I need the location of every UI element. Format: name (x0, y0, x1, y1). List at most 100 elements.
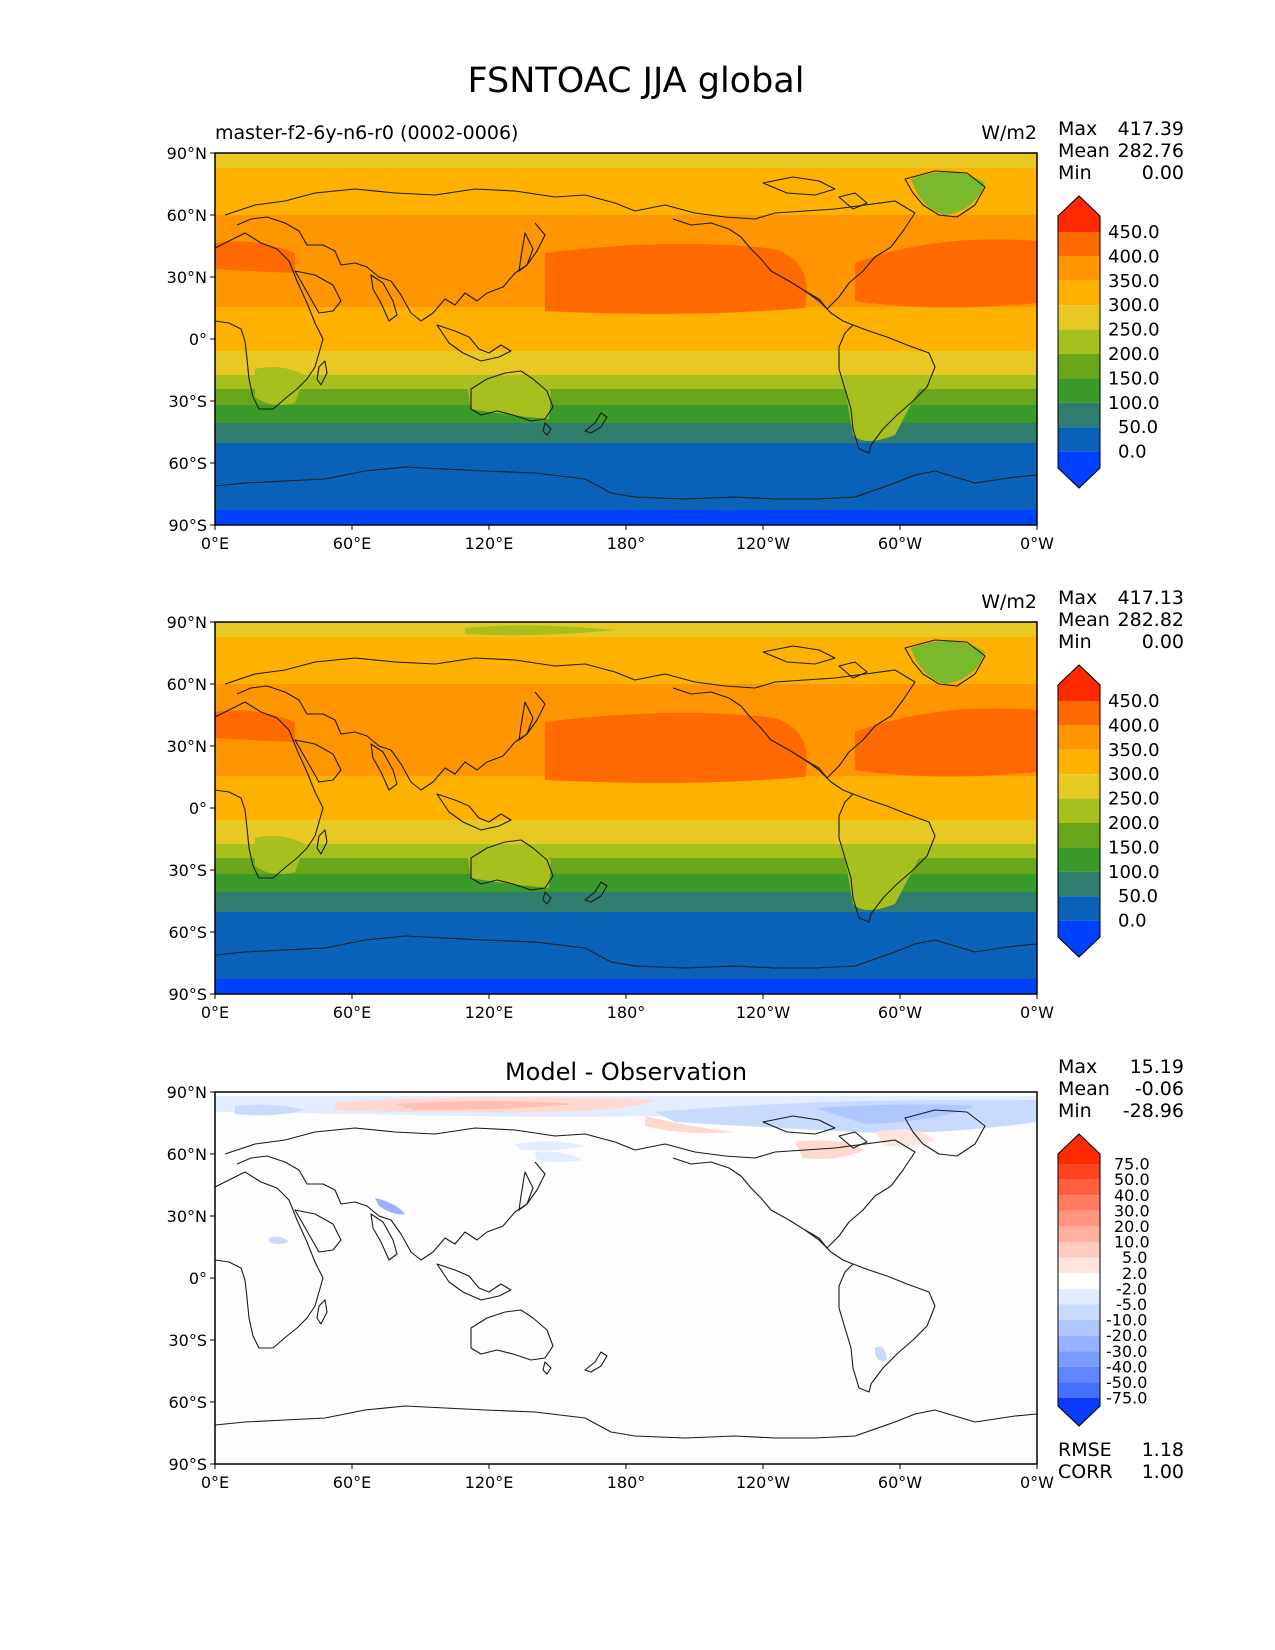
colorbar-label: -5.0 (1116, 1295, 1147, 1314)
lat-tick-label: 30°S (168, 861, 207, 880)
lat-tick-label: 90°S (168, 516, 207, 535)
stats-diff: Max 15.19 Mean -0.06 Min -28.96 (1058, 1056, 1184, 1122)
lat-ticks: 90°N 60°N 30°N 0° 30°S 60°S 90°S (167, 613, 215, 1004)
stat-label: Min (1058, 1100, 1092, 1122)
lon-tick-label: 180° (607, 534, 646, 553)
colorbar-label: 100.0 (1108, 393, 1160, 414)
lat-tick-label: 30°N (167, 1207, 207, 1226)
colorbar-label: 75.0 (1114, 1155, 1150, 1174)
lon-tick-label: 0°W (1020, 1003, 1054, 1022)
lat-tick-label: 30°S (168, 392, 207, 411)
lat-tick-label: 60°S (168, 923, 207, 942)
lat-ticks: 90°N 60°N 30°N 0° 30°S 60°S 90°S (167, 1083, 215, 1474)
lat-ticks: 90°N 60°N 30°N 0° 30°S 60°S 90°S (167, 144, 215, 535)
stat-label: Max (1058, 1056, 1097, 1078)
stat-value: 417.13 (1118, 587, 1184, 609)
stat-value: -28.96 (1123, 1100, 1184, 1122)
lon-tick-label: 0°E (201, 1473, 229, 1492)
lon-tick-label: 60°E (333, 1003, 371, 1022)
figure-title: FSNTOAC JJA global (468, 61, 805, 101)
colorbar-label: -40.0 (1106, 1357, 1147, 1376)
panel-units: W/m2 (981, 122, 1037, 144)
lat-tick-label: 60°S (168, 454, 207, 473)
stat-value: -0.06 (1135, 1078, 1184, 1100)
colorbar-label: 150.0 (1108, 837, 1160, 858)
panel-units: W/m2 (981, 591, 1037, 613)
stat-label: Mean (1058, 1078, 1110, 1100)
lon-tick-label: 120°W (736, 1003, 791, 1022)
lon-tick-label: 0°E (201, 1003, 229, 1022)
map-field (215, 622, 1037, 994)
lat-tick-label: 90°S (168, 985, 207, 1004)
colorbar-label: 20.0 (1114, 1217, 1150, 1236)
lon-tick-label: 60°W (878, 1473, 922, 1492)
colorbar-label: 2.0 (1122, 1264, 1147, 1283)
colorbar-obs: 450.0 400.0 350.0 300.0 250.0 200.0 150.… (1057, 664, 1160, 958)
lat-tick-label: 90°N (167, 1083, 207, 1102)
metric-label: CORR (1058, 1461, 1113, 1483)
panel-obs: W/m2 (167, 591, 1055, 1022)
metrics-diff: RMSE 1.18 CORR 1.00 (1058, 1439, 1184, 1483)
colorbar-label: 300.0 (1108, 764, 1160, 785)
colorbar-label: 200.0 (1108, 813, 1160, 834)
stat-value: 282.76 (1118, 140, 1184, 162)
lon-tick-label: 60°E (333, 534, 371, 553)
stat-value: 282.82 (1118, 609, 1184, 631)
colorbar-label: -2.0 (1116, 1279, 1147, 1298)
lon-tick-label: 120°E (465, 534, 514, 553)
lon-ticks: 0°E 60°E 120°E 180° 120°W 60°W 0°W (201, 525, 1054, 553)
colorbar-diff: 75.0 50.0 40.0 30.0 20.0 10.0 5.0 2.0 -2… (1057, 1133, 1150, 1427)
lat-tick-label: 0° (189, 330, 207, 349)
lat-tick-label: 60°N (167, 675, 207, 694)
lat-tick-label: 90°N (167, 613, 207, 632)
stat-label: Mean (1058, 609, 1110, 631)
colorbar-label: 250.0 (1108, 789, 1160, 810)
lon-ticks: 0°E 60°E 120°E 180° 120°W 60°W 0°W (201, 994, 1054, 1022)
lon-tick-label: 180° (607, 1003, 646, 1022)
colorbar-label: -10.0 (1106, 1311, 1147, 1330)
lon-tick-label: 60°W (878, 534, 922, 553)
stat-label: Max (1058, 587, 1097, 609)
stat-label: Min (1058, 162, 1092, 184)
map-field (215, 153, 1037, 525)
stat-label: Mean (1058, 140, 1110, 162)
lat-tick-label: 90°S (168, 1455, 207, 1474)
lon-tick-label: 120°E (465, 1473, 514, 1492)
lat-tick-label: 30°N (167, 268, 207, 287)
lon-ticks: 0°E 60°E 120°E 180° 120°W 60°W 0°W (201, 1464, 1054, 1492)
lon-tick-label: 120°W (736, 534, 791, 553)
map-field (215, 1092, 1037, 1464)
lat-tick-label: 30°N (167, 737, 207, 756)
colorbar-label: 400.0 (1108, 246, 1160, 267)
colorbar-label: 450.0 (1108, 691, 1160, 712)
lon-tick-label: 180° (607, 1473, 646, 1492)
colorbar-label: 200.0 (1108, 344, 1160, 365)
stat-label: Max (1058, 118, 1097, 140)
colorbar-label: 50.0 (1118, 417, 1158, 438)
lon-tick-label: 120°E (465, 1003, 514, 1022)
panel-model: master-f2-6y-n6-r0 (0002-0006) W/m2 (167, 122, 1055, 553)
colorbar-label: 350.0 (1108, 271, 1160, 292)
metric-value: 1.18 (1142, 1439, 1184, 1461)
colorbar-label: 0.0 (1118, 442, 1147, 463)
lat-tick-label: 0° (189, 1269, 207, 1288)
lon-tick-label: 60°E (333, 1473, 371, 1492)
colorbar-label: 100.0 (1108, 862, 1160, 883)
colorbar-label: -20.0 (1106, 1326, 1147, 1345)
colorbar-label: 5.0 (1122, 1248, 1147, 1267)
colorbar-label: 350.0 (1108, 740, 1160, 761)
panel-diff: Model - Observation 90°N 60° (167, 1058, 1055, 1492)
stats-obs: Max 417.13 Mean 282.82 Min 0.00 (1058, 587, 1184, 653)
colorbar-label: 50.0 (1118, 886, 1158, 907)
stat-label: Min (1058, 631, 1092, 653)
colorbar-label: -50.0 (1106, 1373, 1147, 1392)
lat-tick-label: 60°N (167, 206, 207, 225)
stat-value: 0.00 (1142, 631, 1184, 653)
lat-tick-label: 90°N (167, 144, 207, 163)
lat-tick-label: 30°S (168, 1331, 207, 1350)
stat-value: 15.19 (1130, 1056, 1184, 1078)
colorbar-label: 40.0 (1114, 1186, 1150, 1205)
colorbar-label: 30.0 (1114, 1201, 1150, 1220)
lon-tick-label: 0°W (1020, 534, 1054, 553)
